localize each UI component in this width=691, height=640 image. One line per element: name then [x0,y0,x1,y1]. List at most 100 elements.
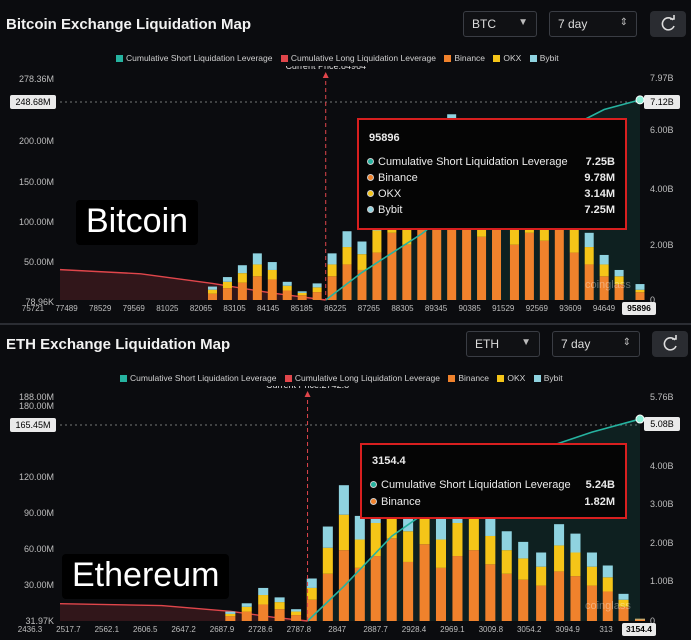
bar-segment-bybit [207,286,217,290]
y-right-tick-label: 1.00B [650,576,674,586]
bar-segment-okx [338,514,349,551]
bar-segment-bybit [554,524,565,546]
bar-segment-binance [274,609,285,621]
eth-coin-select[interactable]: ETH ▼ [466,331,540,357]
legend-okx-item[interactable]: OKX [491,373,525,383]
x-tick-label: 84145 [257,304,280,313]
x-tick-label: 2787.8 [287,625,312,634]
y-right-highlight-label: 5.08B [650,419,674,429]
coinglass-watermark-label: coinglass [585,279,631,291]
bar-segment-binance [297,295,307,300]
btc-legend: Cumulative Short Liquidation Leverage Cu… [110,53,559,63]
bar-segment-binance [485,564,496,621]
bar-segment-binance [258,604,269,621]
x-tick-label: 87265 [358,304,381,313]
y-left-highlight-box [10,418,56,432]
btc-refresh-button[interactable] [650,11,686,37]
bar-segment-binance [554,224,564,300]
bar-segment-binance [387,232,397,300]
y-right-tick-label: 2.00B [650,538,674,548]
long-leverage-area [60,603,308,621]
x-tick-label: 2606.5 [133,625,158,634]
eth-tooltip-row: Binance 1.82M [370,496,615,511]
bar-segment-binance [447,197,457,300]
bar-segment-binance [222,288,232,300]
eth-tooltip-row-value: 1.82M [584,496,615,508]
eth-tooltip-row-label: Binance [381,496,421,508]
bar-segment-okx [435,539,447,568]
btc-range-select-value: 7 day [558,17,588,31]
bar-segment-okx [252,264,262,277]
x-tick-label: 94649 [593,304,616,313]
btc-tooltip-title: 95896 [369,132,400,144]
current-price-label: Current Price:84964 [285,66,366,71]
legend-short-label: Cumulative Short Liquidation Leverage [130,373,277,383]
y-left-tick-label: 150.00M [19,177,54,187]
bar-segment-bybit [635,284,645,290]
bar-segment-bybit [602,565,613,578]
x-tick-label: 2728.6 [248,625,273,634]
bar-segment-okx [554,545,565,572]
legend-long-label: Cumulative Long Liquidation Leverage [294,373,440,383]
btc-coin-select[interactable]: BTC ▼ [463,11,537,37]
legend-long-item[interactable]: Cumulative Long Liquidation Leverage [279,373,440,383]
eth-tooltip: 3154.4 Cumulative Short Liquidation Leve… [360,443,627,519]
bar-segment-binance [342,264,352,300]
bar-segment-binance [518,579,529,621]
y-left-tick-label: 60.00M [24,544,54,554]
bar-segment-bybit [354,515,365,540]
updown-chevron-icon: ⇕ [622,337,631,348]
bar-segment-bybit [274,597,285,603]
bar-segment-binance [402,244,412,300]
bar-segment-okx [602,577,613,592]
bar-segment-okx [222,281,232,289]
y-right-tick-label: 0 [650,616,655,626]
bar-segment-okx [599,264,609,277]
bar-segment-bybit [485,512,496,536]
okx-swatch-icon [493,55,501,62]
eth-overlay-label: Ethereum [62,554,230,599]
bar-segment-okx [312,287,322,293]
bar-segment-binance [509,244,519,300]
long-swatch-icon [280,55,288,62]
eth-panel: ETH Exchange Liquidation Map ETH ▼ 7 day… [0,325,691,640]
eth-refresh-button[interactable] [652,331,688,357]
bar-segment-okx [509,217,519,245]
btc-range-select[interactable]: 7 day ⇕ [549,11,637,37]
legend-bybit-item[interactable]: Bybit [528,373,563,383]
bar-segment-bybit [241,603,252,607]
y-left-highlight-box [10,95,56,109]
bar-segment-binance [536,585,547,621]
short-dot-icon [367,158,374,165]
bar-segment-bybit [291,609,302,612]
legend-long-item[interactable]: Cumulative Long Liquidation Leverage [275,53,436,63]
eth-tooltip-row-value: 5.24B [585,479,615,491]
bar-segment-okx [274,602,285,610]
bybit-swatch-icon [533,375,541,382]
y-right-highlight-box [644,417,680,431]
bar-segment-okx [241,606,252,612]
bar-segment-binance [570,576,581,621]
y-left-tick-label: 90.00M [24,508,54,518]
bar-segment-bybit [518,541,529,559]
btc-coin-select-value: BTC [472,17,496,31]
bar-segment-okx [402,217,412,245]
refresh-icon [661,15,675,31]
legend-short-item[interactable]: Cumulative Short Liquidation Leverage [114,373,276,383]
bar-segment-bybit [599,254,609,265]
legend-binance-item[interactable]: Binance [438,53,485,63]
bar-segment-bybit [586,552,597,567]
legend-binance-item[interactable]: Binance [442,373,489,383]
bar-segment-bybit [322,526,333,548]
bar-segment-binance [634,618,646,621]
legend-okx-item[interactable]: OKX [487,53,521,63]
legend-bybit-item[interactable]: Bybit [524,53,559,63]
chevron-down-icon: ▼ [518,17,528,28]
legend-short-item[interactable]: Cumulative Short Liquidation Leverage [110,53,272,63]
bar-segment-okx [306,587,317,600]
bar-segment-binance [419,544,430,621]
eth-range-select[interactable]: 7 day ⇕ [552,331,640,357]
bar-segment-binance [370,556,381,621]
okx-dot-icon [367,190,374,197]
eth-tooltip-title: 3154.4 [372,455,406,467]
